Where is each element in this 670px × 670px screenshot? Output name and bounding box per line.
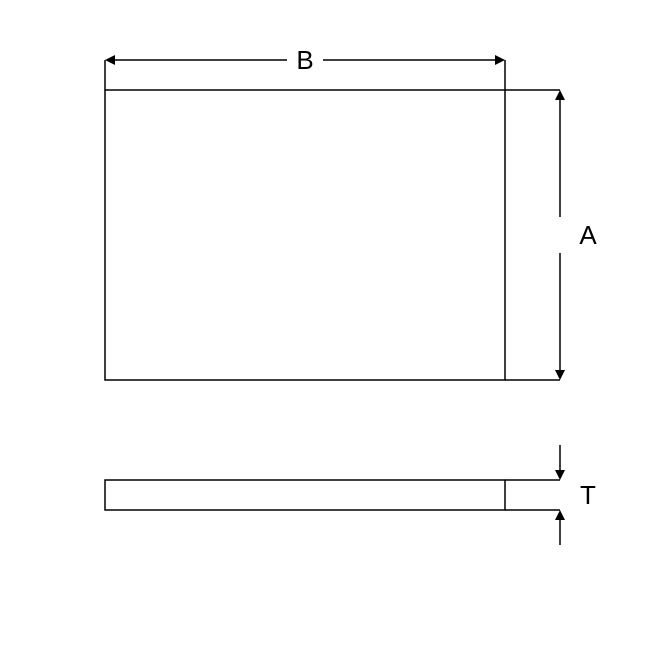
plan-view-rect (105, 90, 505, 380)
dimension-a-label: A (579, 220, 597, 250)
arrowhead-icon (555, 470, 565, 480)
dimension-t-label: T (580, 480, 596, 510)
arrowhead-icon (555, 370, 565, 380)
side-view-rect (105, 480, 505, 510)
arrowhead-icon (105, 55, 115, 65)
arrowhead-icon (555, 90, 565, 100)
arrowhead-icon (555, 510, 565, 520)
dimensioned-sheet-diagram: B A T (0, 0, 670, 670)
dimension-b-label: B (296, 45, 313, 75)
arrowhead-icon (495, 55, 505, 65)
